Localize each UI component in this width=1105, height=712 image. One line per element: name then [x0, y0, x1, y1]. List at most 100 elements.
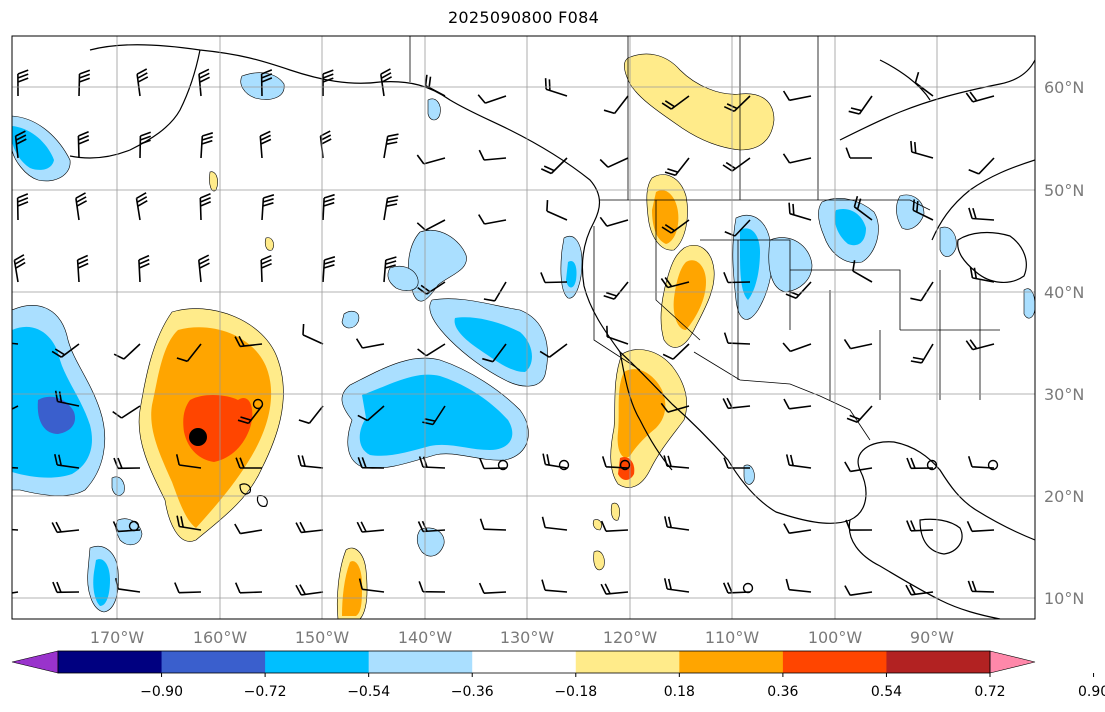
wind-barb [78, 69, 91, 97]
wind-barb [416, 219, 446, 231]
wind-barb [600, 520, 629, 532]
wind-barb [76, 254, 89, 283]
wind-barb [383, 133, 399, 159]
graticule [12, 36, 1035, 619]
wind-barb [477, 94, 507, 104]
wind-barb [603, 281, 629, 300]
wind-barb [905, 584, 934, 596]
wind-barb [174, 582, 202, 594]
wind-barb [16, 193, 29, 221]
wind-barb [235, 457, 262, 469]
wind-barb [601, 456, 629, 469]
wind-barb [968, 207, 995, 221]
filled-dot-marker [189, 428, 207, 446]
wind-barb [259, 130, 272, 159]
colorbar-segment [58, 651, 163, 673]
wind-barb [176, 343, 202, 363]
colorbar-extend-low [11, 650, 59, 674]
wind-barb [606, 325, 629, 345]
wind-barb [783, 398, 812, 410]
wind-barb [175, 454, 202, 469]
wind-barb [782, 90, 812, 102]
wind-barb [261, 194, 275, 221]
wind-barb [136, 68, 149, 97]
wind-barb [138, 254, 150, 283]
wind-barb [199, 193, 212, 221]
colorbar: −0.90 −0.72 −0.54 −0.36 −0.18 0.18 0.36 0.54 0.7… [11, 650, 1105, 700]
wind-barb [965, 91, 995, 103]
wind-barb [295, 584, 324, 596]
wind-barb [297, 454, 324, 469]
wind-barb [176, 515, 202, 531]
wind-barb [540, 157, 568, 175]
wind-barbs [12, 68, 995, 596]
lon-label: 90°W [910, 628, 954, 647]
colorbar-segment [575, 651, 680, 673]
wind-barb [662, 343, 690, 360]
wind-barb [12, 466, 19, 469]
wind-barb [965, 339, 995, 351]
wind-barb [845, 519, 873, 531]
colorbar-tick-label: 0.36 [767, 684, 798, 700]
wind-barb [910, 140, 934, 159]
wind-barb [51, 343, 80, 358]
wind-barb [478, 149, 507, 161]
wind-barb [600, 583, 629, 595]
wind-barb [599, 157, 629, 168]
wind-barb [785, 578, 812, 593]
wind-barb [967, 456, 995, 469]
open-circle-marker [619, 459, 631, 471]
wind-barb [358, 578, 385, 593]
wind-barb [479, 518, 507, 531]
wind-barb [298, 405, 324, 425]
wind-barb [383, 195, 399, 221]
lat-label: 50°N [1044, 181, 1084, 200]
lat-label: 30°N [1044, 385, 1084, 404]
colorbar-tick-label: −0.72 [244, 684, 287, 700]
wind-barb [234, 335, 263, 348]
wind-barb [77, 131, 90, 159]
lon-label: 150°W [295, 628, 350, 647]
wind-barb [51, 521, 80, 534]
wind-barb [357, 405, 385, 422]
wind-barb [910, 343, 934, 364]
open-circle-marker [987, 459, 999, 471]
colorbar-tick-label: 0.18 [664, 684, 695, 700]
colorbar-tick-label: 0.54 [871, 684, 902, 700]
wind-barb [782, 153, 812, 164]
colorbar-tick-label: −0.90 [140, 684, 183, 700]
wind-barb [75, 192, 87, 221]
wind-barb [482, 343, 507, 363]
colorbar-segment [472, 651, 577, 673]
colorbar-segment [782, 651, 887, 673]
lon-label: 130°W [500, 628, 555, 647]
wind-barb [355, 338, 385, 349]
wind-barb [910, 281, 934, 302]
wind-barb [302, 323, 324, 345]
wind-barb [322, 193, 335, 221]
wind-barb [14, 130, 27, 159]
colorbar-tick-label: 0.90 [1078, 684, 1105, 700]
wind-barb [783, 523, 812, 534]
wind-barb [914, 71, 934, 97]
wind-barb [599, 216, 629, 227]
colorbar-extend-high [989, 650, 1036, 674]
wind-barb [848, 95, 873, 115]
wind-barb [54, 390, 80, 407]
wind-barb [969, 266, 995, 283]
wind-barb [483, 281, 507, 302]
wind-barb [135, 192, 148, 221]
lon-label: 140°W [398, 628, 453, 647]
station-markers [128, 398, 999, 594]
map-title: 2025090800 F084 [447, 8, 600, 27]
colorbar-segment [161, 651, 266, 673]
wind-barb [478, 214, 507, 225]
lon-label: 110°W [705, 628, 760, 647]
wind-barb [785, 454, 812, 469]
wind-barb [198, 68, 210, 97]
wind-barb [234, 582, 263, 594]
wind-barb [724, 219, 751, 237]
wind-barb [478, 582, 507, 594]
wind-barb [237, 405, 263, 425]
wind-barb [845, 147, 873, 159]
